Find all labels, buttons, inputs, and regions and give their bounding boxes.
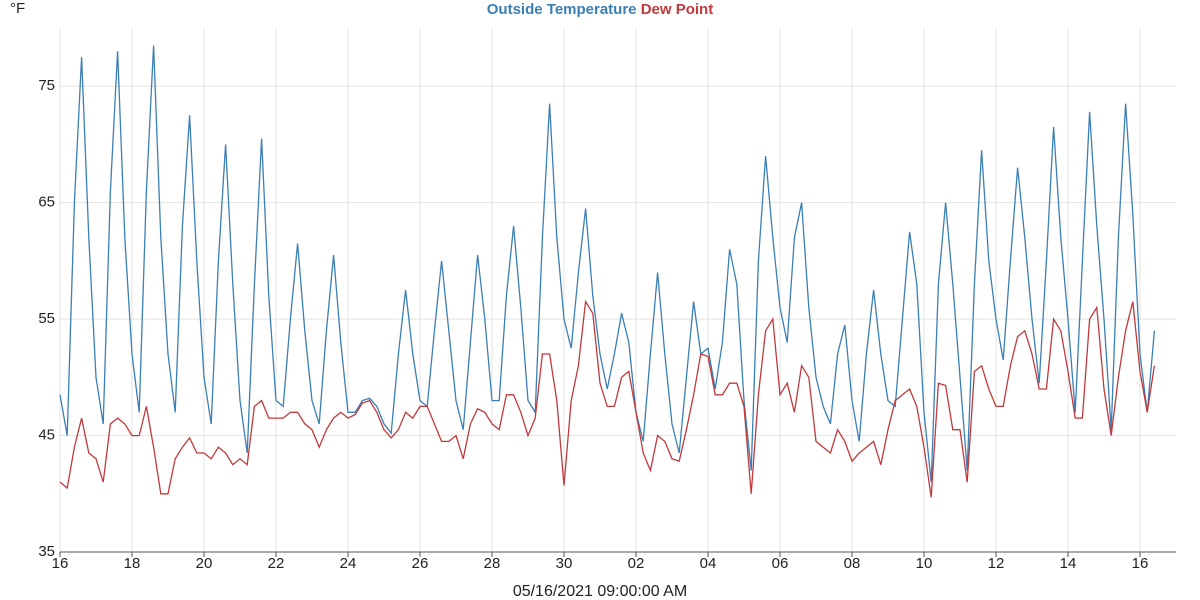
x-axis-label: 05/16/2021 09:00:00 AM [513,583,687,600]
legend-entry: Dew Point [641,1,714,18]
x-tick-label: 14 [1060,555,1077,572]
y-unit: °F [10,0,25,17]
x-tick-label: 30 [556,555,573,572]
legend: Outside Temperature Dew Point [487,1,713,18]
x-tick-label: 04 [700,555,717,572]
x-tick-label: 02 [628,555,645,572]
x-tick-label: 18 [124,555,141,572]
x-tick-label: 20 [196,555,213,572]
y-tick-label: 45 [38,427,55,444]
x-tick-label: 16 [1132,555,1149,572]
x-tick-label: 26 [412,555,429,572]
x-tick-label: 22 [268,555,285,572]
y-tick-label: 75 [38,77,55,94]
x-tick-label: 06 [772,555,789,572]
y-tick-label: 55 [38,310,55,327]
x-tick-label: 08 [844,555,861,572]
series-line [59,45,1156,483]
x-tick-label: 12 [988,555,1005,572]
y-tick-label: 35 [38,543,55,560]
x-tick-label: 10 [916,555,933,572]
x-tick-label: 24 [340,555,357,572]
x-tick-label: 28 [484,555,501,572]
legend-entry: Outside Temperature [487,1,637,18]
y-tick-label: 65 [38,194,55,211]
x-tick-label: 16 [52,555,69,572]
series-line [59,299,1156,498]
